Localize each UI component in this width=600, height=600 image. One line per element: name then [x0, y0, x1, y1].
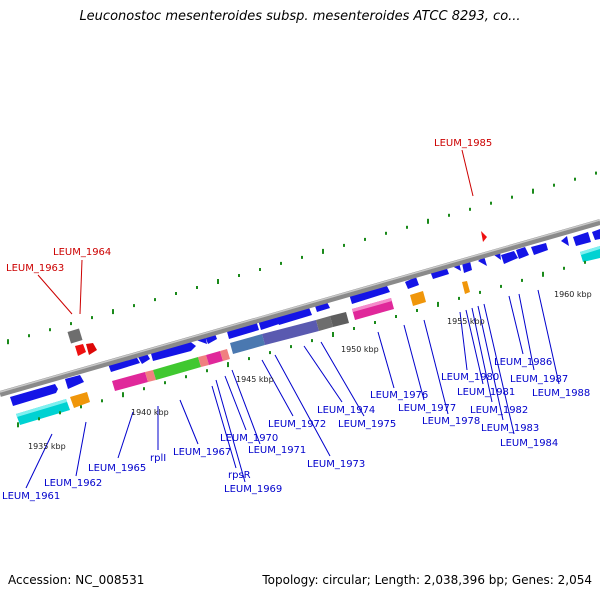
- gray-feature-upper[interactable]: [67, 328, 83, 344]
- upper-scale-dots: [7, 171, 597, 345]
- genome-backbone: [0, 219, 600, 397]
- cds-forward[interactable]: [349, 284, 390, 304]
- pseudogene-labels: LEUM_1963 LEUM_1964 LEUM_1985: [6, 138, 492, 274]
- gene-label-leum-1985[interactable]: LEUM_1985: [434, 138, 492, 149]
- gene-label-leum-1986[interactable]: LEUM_1986: [494, 357, 552, 368]
- trna-highlight: [16, 399, 67, 417]
- pseudogene-leum-1963[interactable]: [75, 344, 86, 356]
- gene-label-leum-1987[interactable]: LEUM_1987: [510, 374, 568, 385]
- cds-forward[interactable]: [592, 229, 600, 240]
- pseudogene-leum-1964[interactable]: [86, 343, 97, 355]
- gene-label-leum-1972[interactable]: LEUM_1972: [268, 419, 326, 430]
- cds-forward[interactable]: [573, 232, 591, 246]
- ribosomal-feature-pink[interactable]: [198, 355, 209, 367]
- gene-label-leum-1970[interactable]: LEUM_1970: [220, 433, 278, 444]
- scale-label: 1940 kbp: [131, 408, 169, 417]
- pseudogene-leum-1985[interactable]: [481, 231, 487, 242]
- cds-forward[interactable]: [478, 256, 487, 266]
- rrna-feature[interactable]: [70, 392, 90, 408]
- cds-forward[interactable]: [516, 247, 529, 259]
- cds-forward[interactable]: [462, 261, 472, 273]
- gene-label-rpsr[interactable]: rpsR: [228, 470, 251, 481]
- scale-label: 1955 kbp: [447, 317, 485, 326]
- gene-label-leum-1981[interactable]: LEUM_1981: [457, 387, 515, 398]
- scale-labels: 1935 kbp 1940 kbp 1945 kbp 1950 kbp 1955…: [28, 290, 592, 451]
- gene-label-leum-1965[interactable]: LEUM_1965: [88, 463, 146, 474]
- gene-label-leum-1975[interactable]: LEUM_1975: [338, 419, 396, 430]
- gene-label-leum-1976[interactable]: LEUM_1976: [370, 390, 428, 401]
- ribosomal-feature-magenta[interactable]: [206, 351, 223, 365]
- forward-strand-features: [10, 229, 600, 406]
- reverse-strand-features: [16, 246, 600, 425]
- cds-forward[interactable]: [65, 375, 84, 389]
- gene-label-leum-1988[interactable]: LEUM_1988: [532, 388, 590, 399]
- scale-label: 1960 kbp: [554, 290, 592, 299]
- gene-label-leum-1982[interactable]: LEUM_1982: [470, 405, 528, 416]
- label-leader-lines: [25, 149, 560, 489]
- cds-forward[interactable]: [108, 356, 140, 372]
- scale-label: 1945 kbp: [236, 375, 274, 384]
- block-feature-gray[interactable]: [316, 316, 333, 331]
- block-feature-gray[interactable]: [330, 312, 349, 327]
- pseudogene-features: [75, 231, 487, 356]
- cds-forward[interactable]: [138, 352, 150, 364]
- block-feature-steelblue[interactable]: [230, 334, 265, 354]
- gene-labels: LEUM_1961 LEUM_1962 LEUM_1965 rplI LEUM_…: [2, 357, 590, 502]
- gene-label-leum-1984[interactable]: LEUM_1984: [500, 438, 558, 449]
- cds-forward[interactable]: [561, 236, 569, 246]
- scale-label: 1950 kbp: [341, 345, 379, 354]
- cds-forward[interactable]: [531, 243, 548, 255]
- gene-label-leum-1978[interactable]: LEUM_1978: [422, 416, 480, 427]
- gene-label-leum-1974[interactable]: LEUM_1974: [317, 405, 375, 416]
- gene-label-leum-1980[interactable]: LEUM_1980: [441, 372, 499, 383]
- ribosomal-feature-magenta[interactable]: [352, 298, 394, 320]
- block-feature-slate[interactable]: [262, 320, 319, 345]
- trna-feature[interactable]: [16, 399, 70, 425]
- cds-forward[interactable]: [405, 277, 419, 289]
- cds-forward[interactable]: [501, 251, 518, 264]
- gene-label-leum-1977[interactable]: LEUM_1977: [398, 403, 456, 414]
- gene-label-leum-1961[interactable]: LEUM_1961: [2, 491, 60, 502]
- gene-label-leum-1969[interactable]: LEUM_1969: [224, 484, 282, 495]
- scale-label: 1935 kbp: [28, 442, 66, 451]
- gene-label-leum-1967[interactable]: LEUM_1967: [173, 447, 231, 458]
- genome-title: Leuconostoc mesenteroides subsp. mesente…: [79, 9, 521, 24]
- accession-text: Accession: NC_008531: [8, 573, 145, 587]
- gene-label-leum-1962[interactable]: LEUM_1962: [44, 478, 102, 489]
- gene-label-leum-1971[interactable]: LEUM_1971: [248, 445, 306, 456]
- rrna-feature[interactable]: [462, 281, 470, 294]
- cds-forward[interactable]: [150, 340, 196, 361]
- trna-highlight: [580, 246, 600, 255]
- ribosomal-feature-green[interactable]: [153, 357, 201, 380]
- gene-label-leum-1973[interactable]: LEUM_1973: [307, 459, 365, 470]
- ribosomal-feature-magenta[interactable]: [112, 372, 148, 391]
- gene-label-leum-1983[interactable]: LEUM_1983: [481, 423, 539, 434]
- ribosomal-feature-pink[interactable]: [145, 370, 156, 382]
- ribosomal-feature-pink[interactable]: [220, 349, 230, 361]
- gene-label-rpli[interactable]: rplI: [150, 453, 166, 464]
- gene-label-leum-1963[interactable]: LEUM_1963: [6, 263, 64, 274]
- rrna-feature[interactable]: [410, 291, 426, 306]
- cds-forward[interactable]: [10, 384, 58, 406]
- ribosomal-highlight: [352, 298, 392, 312]
- gene-label-leum-1964[interactable]: LEUM_1964: [53, 247, 111, 258]
- lower-scale-dots: [17, 260, 586, 428]
- genome-summary-text: Topology: circular; Length: 2,038,396 bp…: [262, 573, 592, 587]
